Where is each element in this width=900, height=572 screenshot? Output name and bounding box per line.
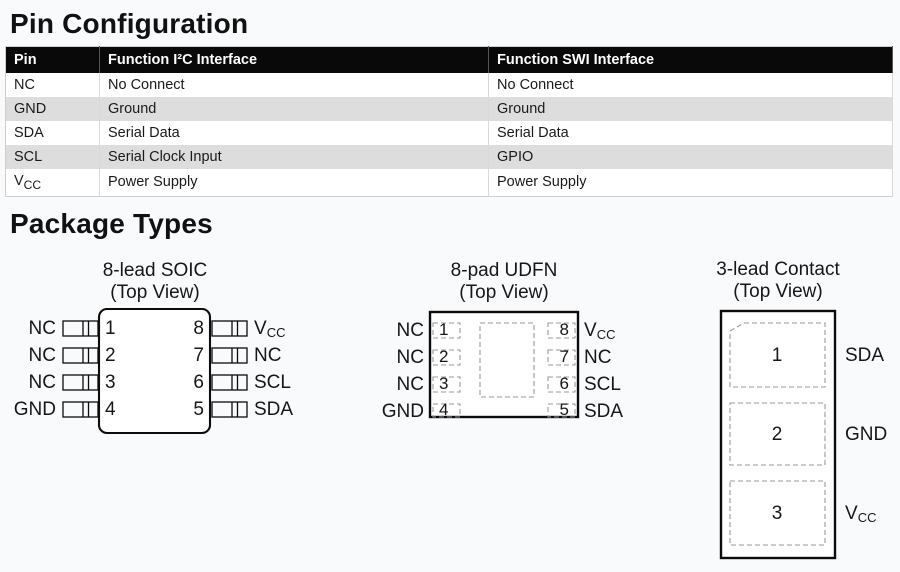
svg-text:VCC: VCC — [254, 318, 285, 340]
svg-text:SCL: SCL — [254, 372, 291, 393]
svg-text:3: 3 — [439, 374, 448, 393]
svg-text:8: 8 — [193, 318, 204, 339]
svg-text:6: 6 — [193, 372, 204, 393]
svg-text:GND: GND — [382, 401, 424, 422]
svg-text:VCC: VCC — [584, 320, 615, 342]
svg-text:4: 4 — [439, 400, 448, 419]
svg-text:5: 5 — [560, 400, 569, 419]
svg-text:7: 7 — [560, 347, 569, 366]
svg-text:5: 5 — [193, 399, 204, 420]
svg-text:SDA: SDA — [254, 399, 293, 420]
svg-text:8-pad UDFN: 8-pad UDFN — [451, 260, 558, 281]
svg-text:1: 1 — [105, 318, 116, 339]
svg-text:NC: NC — [397, 320, 424, 341]
svg-text:1: 1 — [439, 320, 448, 339]
svg-text:7: 7 — [193, 345, 204, 366]
svg-text:(Top View): (Top View) — [110, 282, 199, 303]
svg-text:3: 3 — [772, 503, 783, 524]
svg-text:GND: GND — [14, 399, 56, 420]
svg-text:SCL: SCL — [584, 374, 621, 395]
svg-text:SDA: SDA — [584, 401, 623, 422]
svg-text:3-lead Contact: 3-lead Contact — [716, 259, 840, 280]
svg-text:NC: NC — [397, 374, 424, 395]
svg-text:2: 2 — [439, 347, 448, 366]
svg-text:NC: NC — [397, 347, 424, 368]
svg-text:NC: NC — [584, 347, 611, 368]
svg-text:SDA: SDA — [845, 345, 884, 366]
svg-text:NC: NC — [29, 318, 56, 339]
svg-text:2: 2 — [105, 345, 116, 366]
svg-text:2: 2 — [772, 424, 783, 445]
svg-text:(Top View): (Top View) — [733, 281, 822, 302]
svg-text:8-lead SOIC: 8-lead SOIC — [103, 260, 208, 281]
svg-text:8: 8 — [560, 320, 569, 339]
svg-text:GND: GND — [845, 424, 887, 445]
svg-text:(Top View): (Top View) — [459, 282, 548, 303]
svg-text:4: 4 — [105, 399, 116, 420]
svg-text:3: 3 — [105, 372, 116, 393]
svg-text:NC: NC — [254, 345, 281, 366]
svg-text:VCC: VCC — [845, 503, 876, 525]
svg-text:6: 6 — [560, 374, 569, 393]
svg-text:1: 1 — [772, 345, 783, 366]
svg-text:NC: NC — [29, 372, 56, 393]
svg-text:NC: NC — [29, 345, 56, 366]
